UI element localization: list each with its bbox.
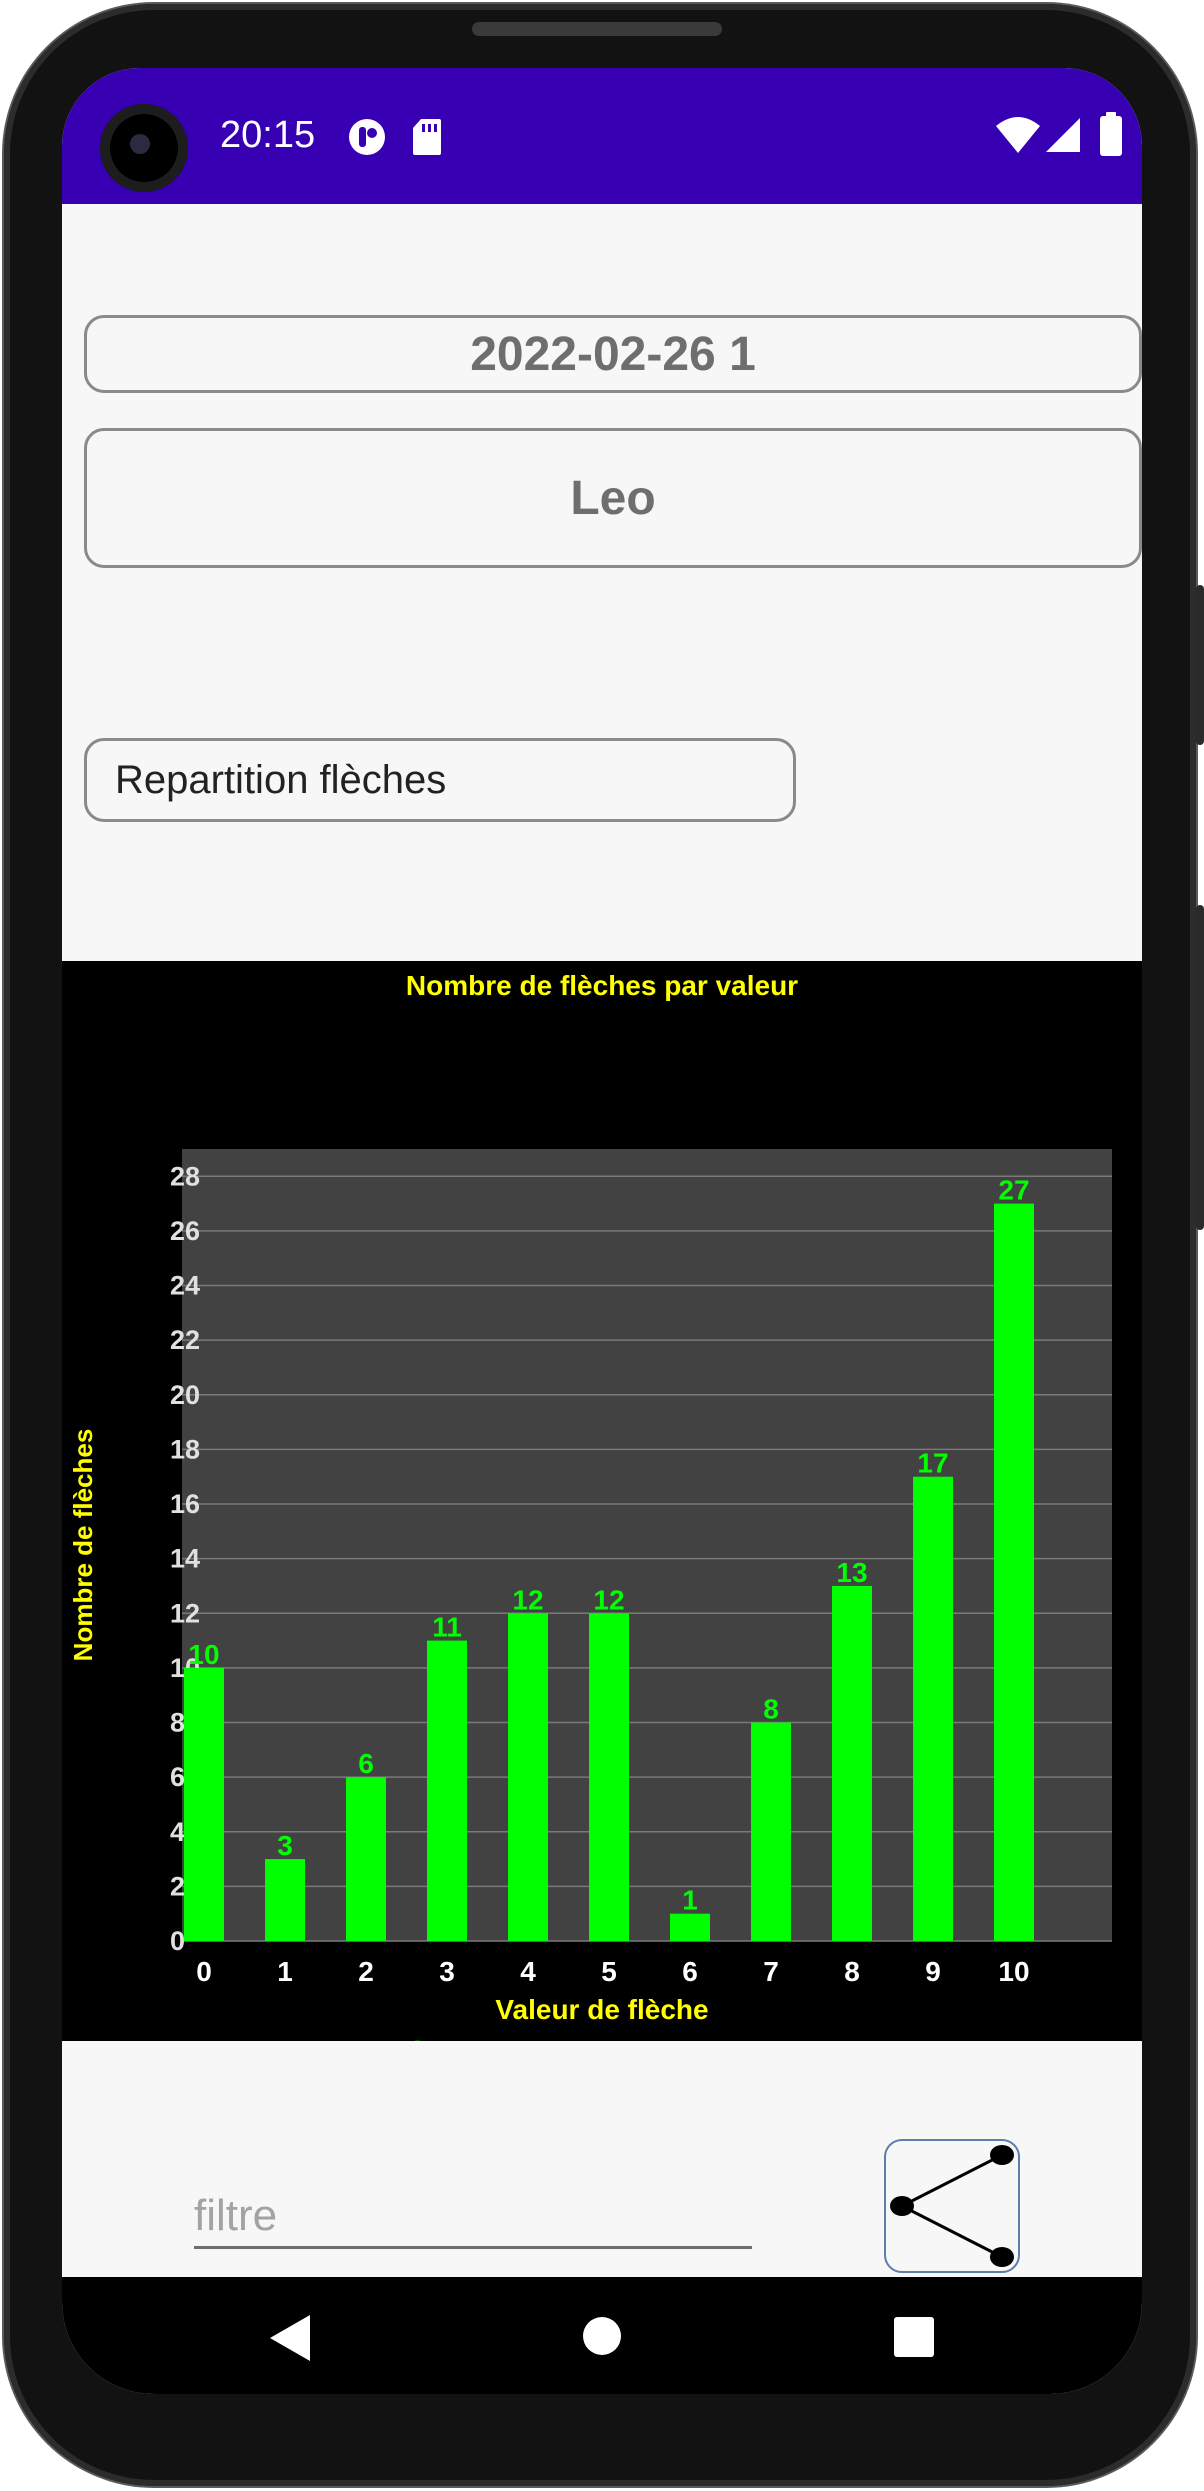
x-tick-label: 7	[763, 1956, 779, 1987]
speaker-grille	[472, 22, 722, 36]
y-tick-label: 22	[170, 1325, 200, 1355]
bar-value-label: 27	[998, 1175, 1029, 1206]
bar-value-label: 10	[188, 1639, 219, 1670]
y-tick-label: 28	[170, 1161, 200, 1191]
y-tick-label: 2	[170, 1871, 185, 1901]
wifi-icon	[996, 117, 1040, 153]
bar	[265, 1859, 305, 1941]
bar	[427, 1640, 467, 1941]
y-tick-label: 16	[170, 1489, 200, 1519]
x-tick-label: 6	[682, 1956, 698, 1987]
bar-value-label: 6	[358, 1748, 374, 1779]
bar	[670, 1913, 710, 1941]
status-bar: 20:15	[62, 68, 1142, 204]
bar-chart: 0246810121416182022242628100316211312412…	[68, 970, 1112, 2025]
volume-button	[1196, 585, 1204, 745]
bar-value-label: 12	[512, 1584, 543, 1615]
status-time: 20:15	[220, 114, 316, 156]
x-tick-label: 0	[196, 1956, 212, 1987]
x-axis-title: Valeur de flèche	[495, 1994, 708, 2025]
y-tick-label: 20	[170, 1380, 200, 1410]
power-button	[1196, 905, 1204, 1230]
bar	[751, 1722, 791, 1941]
y-tick-label: 8	[170, 1708, 185, 1738]
back-icon[interactable]	[268, 2313, 312, 2363]
x-tick-label: 9	[925, 1956, 941, 1987]
bar	[508, 1613, 548, 1941]
bar	[346, 1777, 386, 1941]
bar	[913, 1476, 953, 1941]
filter-input[interactable]	[194, 2186, 752, 2249]
x-tick-label: 3	[439, 1956, 455, 1987]
bar-value-label: 12	[593, 1584, 624, 1615]
name-field[interactable]: Leo	[84, 428, 1142, 568]
bar	[832, 1585, 872, 1941]
battery-icon	[1100, 112, 1122, 156]
camera-cutout	[100, 104, 188, 192]
home-icon[interactable]	[582, 2316, 622, 2356]
y-tick-label: 24	[170, 1271, 200, 1301]
bar-value-label: 8	[763, 1694, 779, 1725]
bar	[994, 1203, 1034, 1941]
x-tick-label: 2	[358, 1956, 374, 1987]
share-icon	[890, 2145, 1014, 2267]
chart-area: 0 2 4 6 8 10 12 14 16 18 20 22 24 26 28 10 0 3 1 6 2 11 3 12 4 12…	[62, 961, 1142, 2079]
x-tick-label: 1	[277, 1956, 293, 1987]
bar	[589, 1613, 629, 1941]
report-type-selector[interactable]: Repartition flèches	[84, 738, 796, 822]
y-tick-label: 6	[170, 1762, 185, 1792]
y-tick-label: 12	[170, 1598, 200, 1628]
bar-value-label: 1	[682, 1885, 698, 1916]
y-tick-label: 4	[170, 1817, 185, 1847]
navigation-bar	[62, 2277, 1142, 2394]
y-tick-label: 18	[170, 1434, 200, 1464]
y-tick-label: 0	[170, 1926, 185, 1956]
x-tick-label: 8	[844, 1956, 860, 1987]
signal-icon	[1046, 118, 1080, 152]
y-tick-label: 14	[170, 1544, 200, 1574]
screen: 20:15 2022-02-26 1 Leo Repartition flèch…	[62, 68, 1142, 2394]
bar-value-label: 17	[917, 1448, 948, 1479]
recents-icon[interactable]	[894, 2317, 934, 2357]
bar-value-label: 3	[277, 1830, 293, 1861]
share-button[interactable]	[884, 2139, 1020, 2273]
chart-title: Nombre de flèches par valeur	[406, 970, 798, 1001]
x-tick-label: 5	[601, 1956, 617, 1987]
y-tick-label: 26	[170, 1216, 200, 1246]
sd-card-icon	[413, 119, 441, 155]
bar-value-label: 11	[432, 1612, 462, 1643]
y-axis-title: Nombre de flèches	[68, 1429, 98, 1662]
privacy-dot-icon	[349, 119, 385, 155]
plot-background	[182, 1149, 1112, 1941]
x-tick-label: 4	[520, 1956, 536, 1987]
x-tick-label: 10	[998, 1956, 1029, 1987]
bar	[184, 1667, 224, 1941]
bar-value-label: 13	[836, 1557, 867, 1588]
date-field[interactable]: 2022-02-26 1	[84, 315, 1142, 393]
